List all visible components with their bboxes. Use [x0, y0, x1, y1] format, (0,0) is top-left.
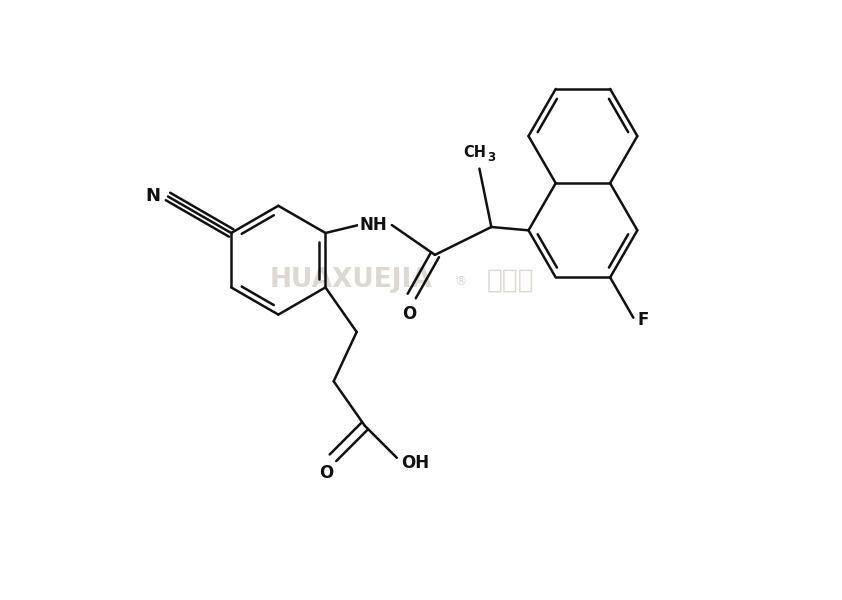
Text: OH: OH — [401, 454, 429, 472]
Text: 3: 3 — [488, 151, 496, 164]
Text: NH: NH — [360, 216, 387, 234]
Text: N: N — [145, 187, 160, 205]
Text: ®: ® — [455, 275, 467, 288]
Text: O: O — [402, 305, 416, 323]
Text: HUAXUEJIA: HUAXUEJIA — [270, 267, 433, 293]
Text: 化学加: 化学加 — [487, 267, 535, 293]
Text: CH: CH — [463, 145, 487, 160]
Text: F: F — [637, 311, 648, 329]
Text: O: O — [319, 464, 333, 482]
